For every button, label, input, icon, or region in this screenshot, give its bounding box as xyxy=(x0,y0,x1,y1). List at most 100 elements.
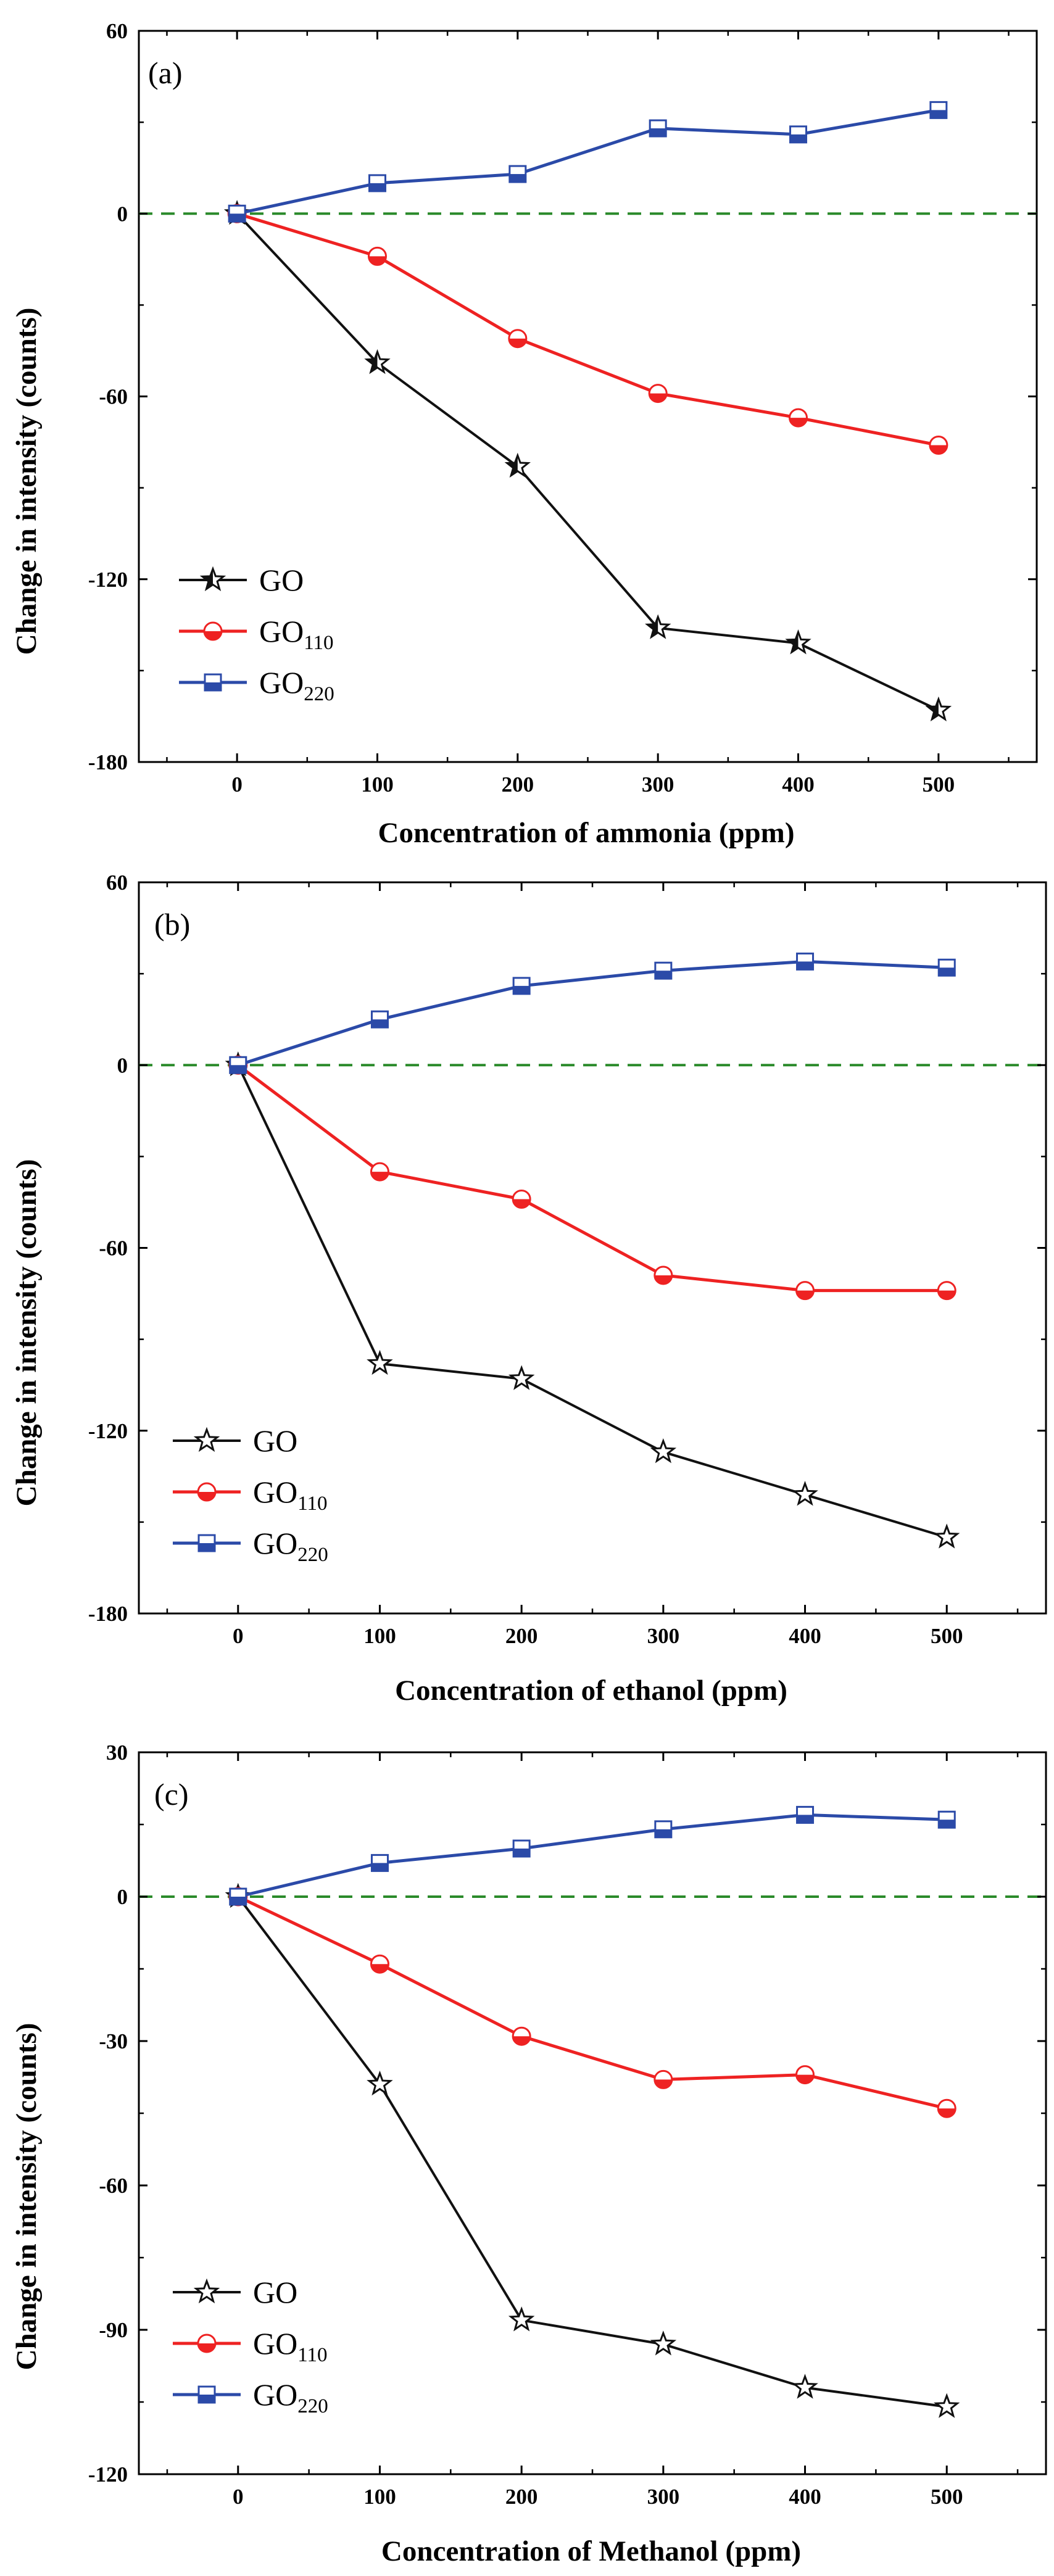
x-axis-title: Concentration of ammonia (ppm) xyxy=(378,817,795,849)
data-point xyxy=(789,125,808,144)
series-line xyxy=(236,108,939,215)
y-tick-label: 0 xyxy=(117,1053,128,1077)
series-go220 xyxy=(228,101,948,223)
y-tick-label: 30 xyxy=(106,1741,128,1765)
legend-marker xyxy=(199,566,226,592)
x-tick-label: 400 xyxy=(789,2485,821,2509)
x-tick-label: 300 xyxy=(647,1624,680,1648)
series-line xyxy=(237,1064,947,1293)
x-tick-label: 100 xyxy=(363,2485,396,2509)
x-tick-label: 500 xyxy=(931,2485,963,2509)
series-line xyxy=(238,1813,947,1899)
legend: GO GO110 GO220 xyxy=(179,563,334,705)
x-tick-label: 200 xyxy=(505,2485,538,2509)
x-tick-label: 300 xyxy=(647,2485,680,2509)
data-point xyxy=(796,1805,815,1824)
legend-marker xyxy=(197,1534,216,1552)
data-point xyxy=(654,1265,673,1285)
legend-marker xyxy=(197,2334,217,2353)
x-tick-label: 400 xyxy=(782,772,815,797)
data-point xyxy=(367,246,387,266)
x-axis-title: Concentration of ethanol (ppm) xyxy=(395,1675,787,1707)
x-tick-label: 0 xyxy=(233,2485,244,2509)
data-point xyxy=(367,2070,393,2096)
data-point xyxy=(512,1839,531,1858)
legend-marker xyxy=(204,673,222,692)
y-tick-label: -90 xyxy=(99,2318,128,2342)
x-tick-label: 500 xyxy=(923,772,955,797)
data-point xyxy=(508,2306,535,2332)
plot-area: -180 -120 -60 0 60 0 100 200 300 400 500 GO GO110 GO2… xyxy=(88,871,1047,1648)
y-tick-label: -180 xyxy=(88,1602,128,1626)
series-go110 xyxy=(227,204,948,455)
legend-item: GO220 xyxy=(173,1526,328,1566)
x-tick-label: 200 xyxy=(502,772,534,797)
x-tick-label: 0 xyxy=(231,772,243,797)
series-line xyxy=(236,212,939,447)
data-point xyxy=(370,1162,389,1182)
series-line xyxy=(237,1895,947,2408)
data-point xyxy=(795,2065,815,2085)
data-point xyxy=(929,101,948,119)
data-point xyxy=(654,961,673,980)
series-line xyxy=(236,1064,947,1539)
series-line xyxy=(237,1895,947,2110)
legend-marker xyxy=(197,1482,217,1502)
data-point xyxy=(368,174,386,193)
data-point xyxy=(792,1481,818,1506)
data-point xyxy=(796,952,815,971)
legend: GO GO110 GO220 xyxy=(173,2275,328,2417)
series-go220 xyxy=(229,952,956,1074)
data-point xyxy=(937,1810,956,1829)
data-point xyxy=(937,1281,956,1301)
y-tick-label: 60 xyxy=(106,19,128,43)
legend-item: GO110 xyxy=(173,1475,328,1515)
data-point xyxy=(929,436,948,455)
y-tick-label: -60 xyxy=(99,385,128,409)
x-tick-label: 400 xyxy=(789,1624,821,1648)
series-go220 xyxy=(229,1805,956,1906)
data-point xyxy=(937,958,956,977)
legend-label: GO xyxy=(253,1423,297,1458)
y-axis-title: Change in intensity (counts) xyxy=(10,1159,43,1507)
legend: GO GO110 GO220 xyxy=(173,1423,328,1566)
panel-label: (b) xyxy=(154,907,190,942)
legend-marker xyxy=(197,2385,216,2404)
legend-marker xyxy=(193,2278,220,2304)
y-tick-label: -60 xyxy=(99,1236,128,1261)
y-tick-label: -30 xyxy=(99,2029,128,2053)
data-point xyxy=(512,1190,531,1209)
legend-item: GO220 xyxy=(179,665,334,705)
legend-item: GO110 xyxy=(173,2326,328,2366)
legend-label: GO110 xyxy=(253,1475,328,1515)
panel-label: (a) xyxy=(148,56,183,90)
y-axis-title: Change in intensity (counts) xyxy=(10,2023,43,2371)
data-point xyxy=(650,1438,677,1464)
data-point xyxy=(645,614,671,639)
data-point xyxy=(937,2098,956,2118)
data-point xyxy=(785,629,811,655)
data-point xyxy=(367,1349,393,1375)
legend-item: GO xyxy=(173,1423,297,1458)
data-point xyxy=(654,1820,673,1839)
legend-item: GO xyxy=(173,2275,297,2309)
x-axis-title: Concentration of Methanol (ppm) xyxy=(381,2535,801,2567)
legend-item: GO220 xyxy=(173,2377,328,2417)
y-tick-label: -120 xyxy=(88,568,128,592)
data-point xyxy=(508,329,528,349)
y-axis-title: Change in intensity (counts) xyxy=(10,308,43,655)
data-point xyxy=(229,1887,247,1906)
legend-label: GO110 xyxy=(253,2326,328,2366)
legend-label: GO110 xyxy=(259,614,334,654)
data-point xyxy=(792,2374,818,2399)
plot-area: -180 -120 -60 0 60 0 100 200 300 400 500 GO GO110 GO2… xyxy=(88,19,1038,797)
series-line xyxy=(238,959,947,1067)
x-tick-label: 100 xyxy=(361,772,394,797)
data-point xyxy=(508,1365,535,1390)
data-point xyxy=(925,696,952,722)
data-point xyxy=(370,1954,389,1974)
